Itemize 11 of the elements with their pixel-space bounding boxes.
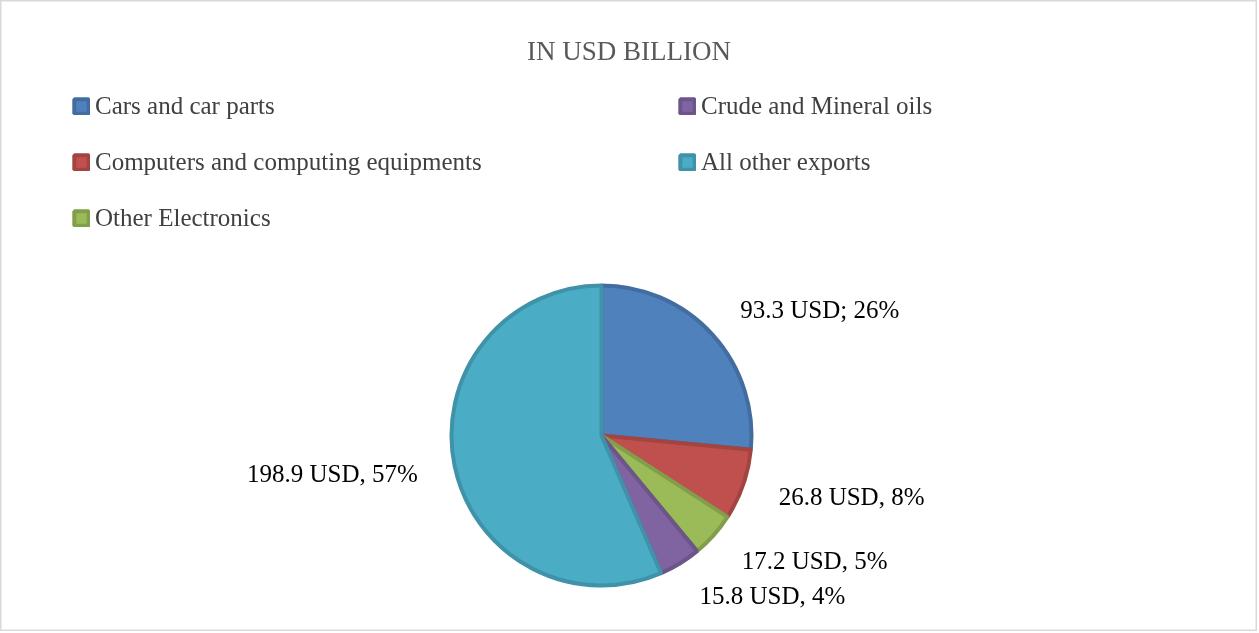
legend-label: Cars and car parts: [95, 92, 276, 120]
data-label: 26.8 USD, 8%: [778, 483, 925, 511]
legend-label: Crude and Mineral oils: [701, 92, 934, 120]
chart-title: IN USD BILLION: [527, 35, 731, 66]
legend-label: Computers and computing equipments: [95, 148, 483, 176]
data-label: 93.3 USD; 26%: [740, 295, 900, 323]
legend-label: Other Electronics: [95, 204, 272, 232]
data-label: 198.9 USD, 57%: [247, 460, 418, 488]
legend-label: All other exports: [701, 148, 872, 176]
data-label: 17.2 USD, 5%: [741, 546, 888, 574]
data-label: 15.8 USD, 4%: [699, 581, 846, 609]
